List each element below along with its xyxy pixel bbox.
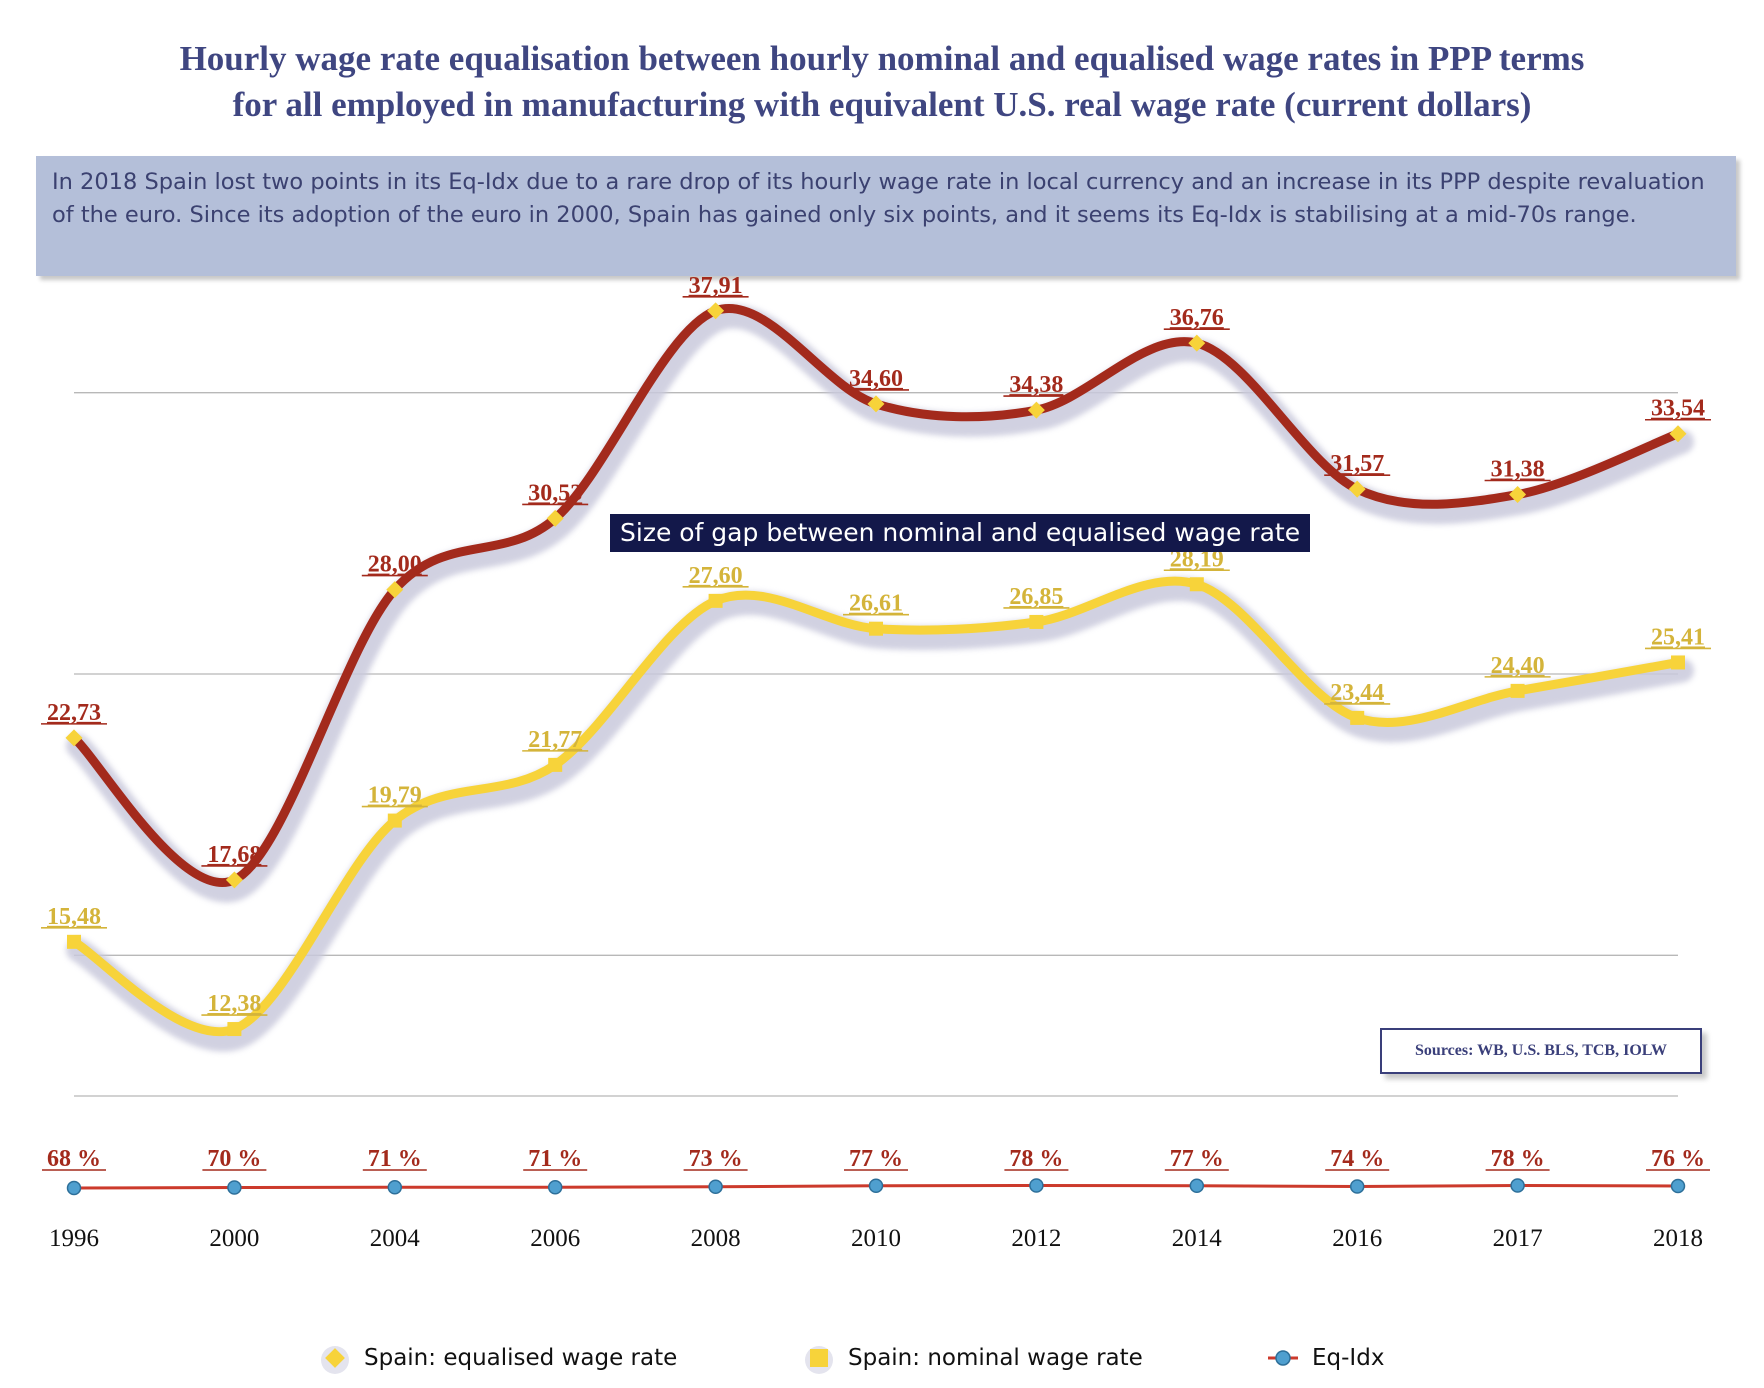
equalised-marker-2008 (707, 302, 725, 320)
nominal-label-2010: 26,61 (849, 591, 903, 617)
nominal-marker-2004 (387, 813, 402, 828)
equalised-marker-2004 (386, 581, 404, 599)
legend-item-equalised[interactable]: Spain: equalised wage rate (318, 1336, 677, 1380)
nominal-marker-2018 (1671, 655, 1685, 670)
eqidx-marker-2008 (708, 1179, 723, 1194)
equalised-label-2014: 36,76 (1170, 305, 1224, 331)
legend-label-eqidx: Eq-Idx (1312, 1345, 1385, 1371)
equalised-label-2016: 31,57 (1330, 451, 1384, 477)
x-tick-2006: 2006 (530, 1225, 580, 1252)
equalised-label-2012: 34,38 (1009, 372, 1063, 398)
chart-title: Hourly wage rate equalisation between ho… (0, 36, 1764, 128)
eqidx-label-2017: 78 % (1491, 1146, 1545, 1172)
gap-annotation: Size of gap between nominal and equalise… (610, 514, 1311, 552)
eqidx-label-1996: 68 % (47, 1146, 101, 1172)
equalised-label-2004: 28,00 (368, 552, 422, 578)
x-tick-2018: 2018 (1653, 1225, 1703, 1252)
x-tick-2014: 2014 (1172, 1225, 1223, 1252)
eqidx-marker-1996 (66, 1180, 82, 1196)
nominal-marker-2014 (1189, 577, 1204, 592)
equalised-marker-2006 (546, 509, 564, 527)
eqidx-marker-2017 (1510, 1178, 1525, 1193)
annotation-box: In 2018 Spain lost two points in its Eq-… (36, 156, 1736, 276)
circle-marker-icon (1268, 1350, 1298, 1366)
sources-box: Sources: WB, U.S. BLS, TCB, IOLW (1380, 1028, 1702, 1074)
eqidx-label-2008: 73 % (689, 1146, 743, 1172)
chart-title-line-1: Hourly wage rate equalisation between ho… (179, 39, 1585, 78)
chart-title-line-2: for all employed in manufacturing with e… (232, 85, 1532, 124)
eqidx-marker-2006 (547, 1180, 563, 1195)
equalised-marker-2000 (225, 871, 243, 889)
x-tick-2004: 2004 (370, 1225, 421, 1252)
eqidx-label-2004: 71 % (368, 1146, 422, 1172)
nominal-label-2017: 24,40 (1491, 653, 1545, 679)
equalised-label-1996: 22,73 (47, 700, 101, 726)
series-1-line (69, 576, 1683, 1036)
eqidx-marker-2018 (1670, 1178, 1686, 1194)
equalised-label-2006: 30,53 (528, 480, 582, 506)
series-0-line (69, 304, 1683, 887)
equalised-marker-1996 (65, 729, 83, 747)
eqidx-label-2006: 71 % (528, 1146, 582, 1172)
eqidx-marker-2012 (1029, 1178, 1044, 1193)
eqidx-label-2014: 77 % (1170, 1146, 1224, 1172)
equalised-label-2018: 33,54 (1651, 396, 1705, 422)
eqidx-marker-2014 (1189, 1178, 1205, 1193)
nominal-marker-2017 (1510, 683, 1525, 698)
x-tick-2010: 2010 (851, 1225, 901, 1252)
legend-label-equalised: Spain: equalised wage rate (364, 1345, 678, 1371)
nominal-label-2018: 25,41 (1651, 624, 1705, 650)
nominal-marker-2010 (869, 621, 883, 636)
square-marker-icon (805, 1346, 833, 1374)
eqidx-label-2012: 78 % (1009, 1146, 1063, 1172)
data-labels: 22,73 17,68 28,00 30,53 37,91 34,60 34,38 36,76… (41, 273, 1711, 1172)
x-tick-2008: 2008 (691, 1225, 741, 1252)
eqidx-marker-2000 (227, 1180, 242, 1195)
equalised-label-2017: 31,38 (1491, 457, 1545, 483)
nominal-label-2006: 21,77 (528, 727, 582, 753)
x-tick-2016: 2016 (1332, 1225, 1382, 1252)
nominal-marker-2000 (227, 1022, 242, 1037)
nominal-label-2008: 27,60 (689, 563, 743, 589)
eqidx-marker-2016 (1349, 1179, 1365, 1194)
x-tick-1996: 1996 (49, 1225, 99, 1252)
eqidx-label-2010: 77 % (849, 1146, 903, 1172)
nominal-marker-2016 (1350, 710, 1365, 725)
x-tick-2012: 2012 (1011, 1225, 1061, 1252)
nominal-label-1996: 15,48 (47, 904, 101, 930)
nominal-label-2004: 19,79 (368, 783, 422, 809)
x-tick-2017: 2017 (1493, 1225, 1543, 1252)
gridlines (74, 392, 1678, 1097)
eqidx-label-2016: 74 % (1330, 1146, 1384, 1172)
eqidx-label-2000: 70 % (207, 1146, 261, 1172)
diamond-marker-icon (321, 1346, 349, 1374)
nominal-label-2016: 23,44 (1330, 680, 1384, 706)
series-1-shadow (66, 577, 1694, 1052)
nominal-label-2012: 26,85 (1009, 584, 1063, 610)
series-markers (65, 302, 1687, 1196)
nominal-marker-2006 (548, 757, 563, 772)
legend-item-nominal[interactable]: Spain: nominal wage rate (802, 1336, 1143, 1380)
nominal-marker-2008 (708, 593, 723, 608)
eqidx-marker-2004 (387, 1180, 403, 1195)
equalised-label-2010: 34,60 (849, 366, 903, 392)
equalised-label-2008: 37,91 (689, 273, 743, 299)
nominal-marker-2012 (1029, 614, 1044, 629)
eqidx-marker-2010 (868, 1178, 884, 1193)
legend-label-nominal: Spain: nominal wage rate (848, 1345, 1143, 1371)
x-axis-ticks: 1996 2000 2004 2006 2008 2010 2012 2014 2016 2017… (49, 1225, 1703, 1252)
x-tick-2000: 2000 (209, 1225, 259, 1252)
nominal-marker-1996 (67, 934, 81, 949)
legend-item-eqidx[interactable]: Eq-Idx (1266, 1336, 1384, 1380)
nominal-label-2000: 12,38 (207, 991, 261, 1017)
eqidx-label-2018: 76 % (1651, 1146, 1705, 1172)
equalised-label-2000: 17,68 (207, 842, 261, 868)
legend: Spain: equalised wage rate Spain: nomina… (0, 1336, 1764, 1380)
equalised-marker-2010 (867, 395, 885, 413)
